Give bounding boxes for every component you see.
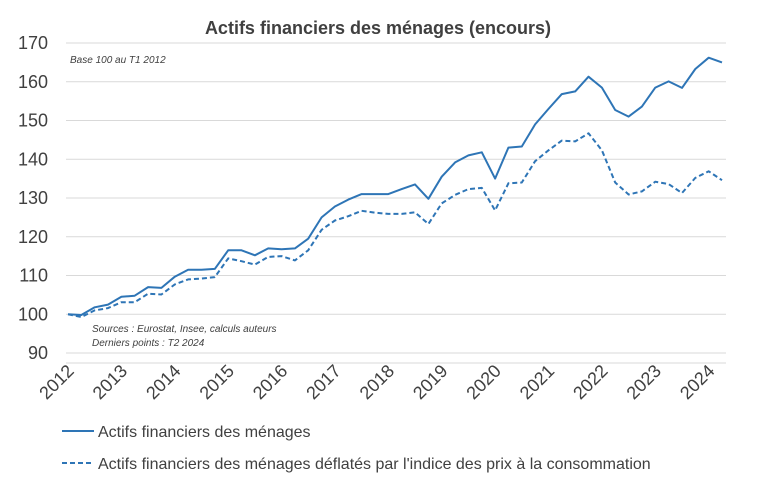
chart-title: Actifs financiers des ménages (encours) [205, 18, 551, 38]
x-tick-label-2017: 2017 [302, 361, 344, 403]
y-tick-label-140: 140 [18, 149, 48, 169]
x-tick-label-2018: 2018 [356, 361, 398, 403]
x-tick-label-2023: 2023 [623, 361, 665, 403]
x-tick-label-2021: 2021 [516, 361, 558, 403]
x-tick-label-2012: 2012 [35, 361, 77, 403]
x-tick-label-2014: 2014 [142, 361, 184, 403]
x-tick-label-2013: 2013 [89, 361, 131, 403]
y-tick-label-110: 110 [19, 266, 48, 286]
y-tick-label-100: 100 [18, 304, 48, 324]
x-tick-label-2022: 2022 [569, 361, 611, 403]
x-tick-label-2024: 2024 [676, 361, 718, 403]
y-tick-label-160: 160 [18, 72, 48, 92]
series-lines [67, 56, 723, 318]
legend: Actifs financiers des ménages Actifs fin… [62, 424, 651, 473]
series-line-actifs-deflates [67, 132, 723, 318]
x-tick-label-2019: 2019 [409, 361, 451, 403]
gridlines [66, 42, 726, 354]
base-note: Base 100 au T1 2012 [70, 55, 166, 66]
y-tick-label-90: 90 [28, 343, 48, 363]
y-tick-label-170: 170 [18, 33, 48, 53]
series-line-actifs [67, 56, 723, 316]
legend-label-dashed: Actifs financiers des ménages déflatés p… [98, 456, 651, 473]
x-tick-label-2020: 2020 [462, 361, 504, 403]
y-tick-label-120: 120 [18, 227, 48, 247]
y-tick-label-130: 130 [18, 188, 48, 208]
last-point-note: Derniers points : T2 2024 [92, 338, 205, 349]
x-axis: 2012 2013 2014 2015 2016 2017 2018 2019 2020 2021… [35, 361, 726, 403]
sources-note: Sources : Eurostat, Insee, calculs auteu… [92, 324, 277, 335]
x-tick-label-2016: 2016 [249, 361, 291, 403]
legend-label-solid: Actifs financiers des ménages [98, 424, 311, 441]
x-tick-label-2015: 2015 [196, 361, 238, 403]
y-tick-label-150: 150 [18, 111, 48, 131]
y-axis: 90 100 110 120 130 140 150 160 170 [18, 33, 48, 363]
